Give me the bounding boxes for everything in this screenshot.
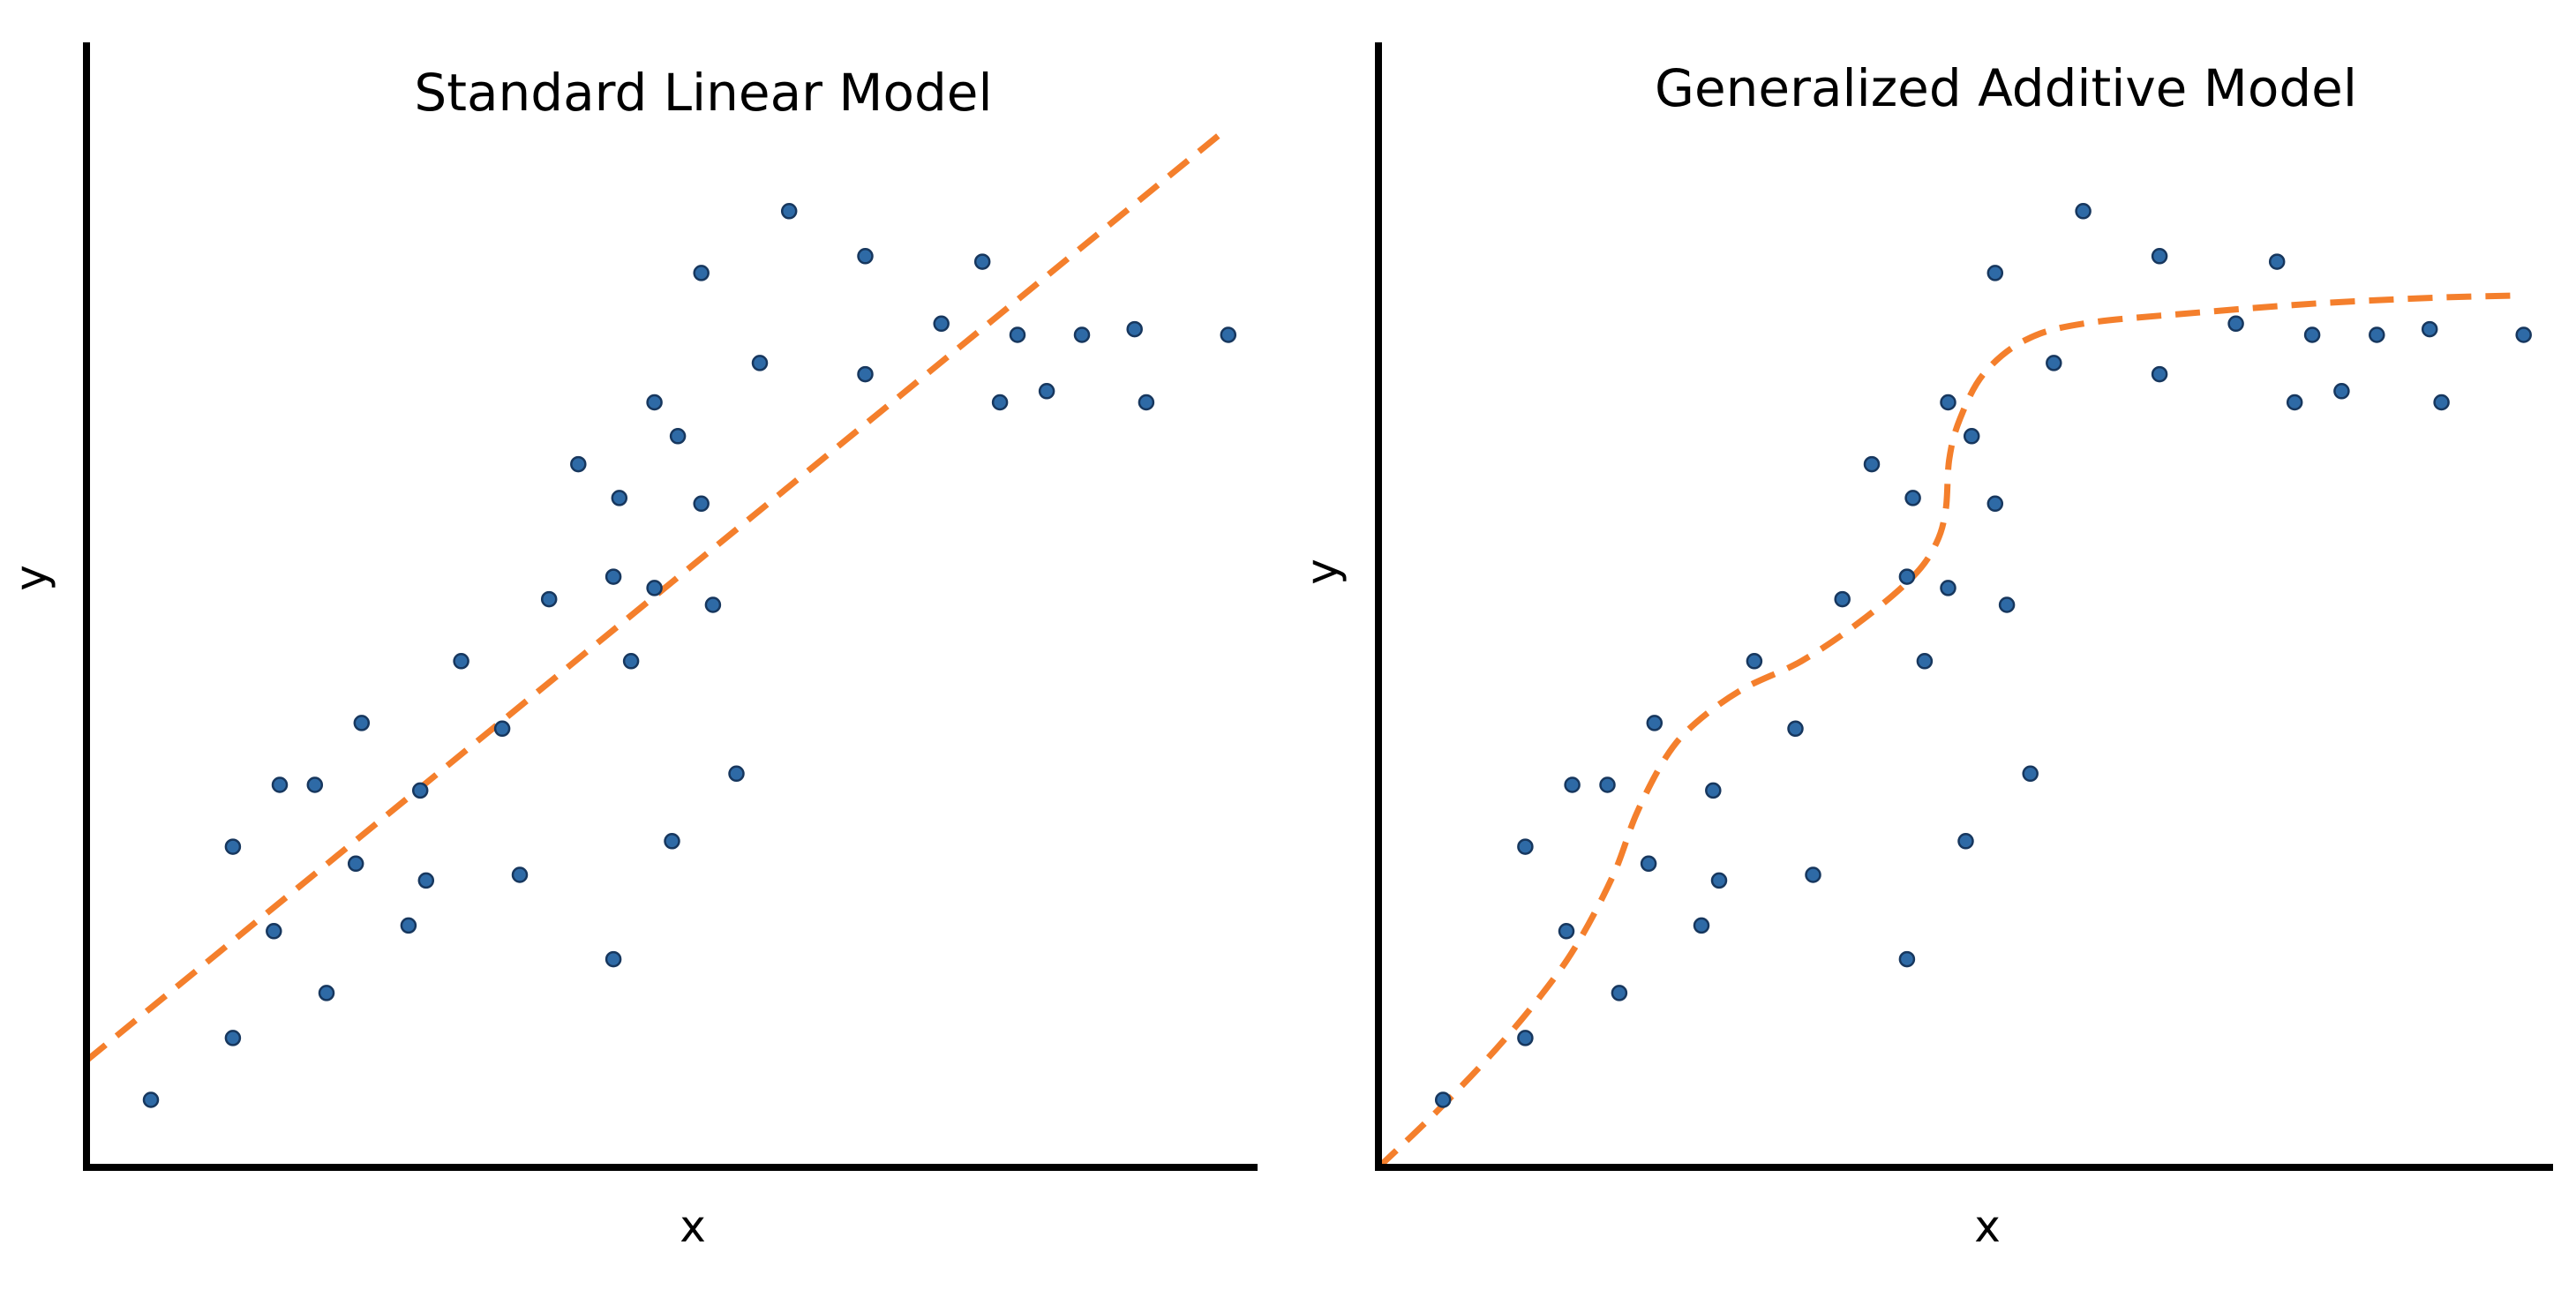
data-point bbox=[1834, 590, 1851, 608]
data-point bbox=[2515, 326, 2532, 343]
data-point bbox=[1073, 326, 1091, 343]
data-point bbox=[751, 355, 769, 371]
data-point bbox=[991, 394, 1009, 411]
chart-title: Standard Linear Model bbox=[414, 63, 992, 123]
data-point bbox=[728, 765, 745, 783]
data-point bbox=[780, 203, 798, 220]
data-point bbox=[605, 950, 622, 968]
data-point bbox=[1805, 866, 1821, 883]
data-point bbox=[2433, 394, 2450, 411]
data-point bbox=[2151, 248, 2168, 265]
data-point bbox=[1986, 495, 2004, 513]
data-point bbox=[511, 866, 529, 883]
data-point bbox=[2022, 765, 2039, 783]
y-axis-label: y bbox=[1296, 559, 1348, 585]
plot-area bbox=[1376, 203, 2532, 1170]
data-point bbox=[1957, 833, 1974, 850]
data-point bbox=[1998, 596, 2016, 613]
y-axis-label: y bbox=[5, 565, 56, 591]
data-point bbox=[1434, 1091, 1452, 1108]
data-point bbox=[1916, 653, 1934, 670]
data-point bbox=[2151, 365, 2168, 383]
data-point bbox=[693, 495, 710, 513]
data-point bbox=[693, 265, 710, 281]
data-point bbox=[224, 1030, 242, 1046]
data-point bbox=[493, 720, 511, 738]
data-point bbox=[605, 568, 622, 585]
data-point bbox=[1863, 455, 1881, 473]
data-point bbox=[1038, 383, 1055, 400]
data-point bbox=[224, 838, 242, 855]
panel-linear-model: Standard Linear Model x y bbox=[5, 42, 1258, 1252]
data-point bbox=[2075, 203, 2092, 220]
data-point bbox=[1963, 428, 1980, 445]
data-point bbox=[400, 917, 417, 934]
data-point bbox=[353, 715, 371, 731]
chart-title: Generalized Additive Model bbox=[1655, 58, 2357, 118]
data-point bbox=[417, 872, 435, 889]
data-point bbox=[2227, 315, 2244, 333]
linear-fit-line bbox=[84, 130, 1225, 1063]
data-point bbox=[1599, 776, 1616, 793]
data-point bbox=[1646, 715, 1664, 731]
data-point bbox=[1640, 855, 1657, 873]
data-point bbox=[2268, 253, 2286, 270]
data-point bbox=[1517, 1030, 1534, 1046]
data-point bbox=[1220, 326, 1237, 343]
data-point bbox=[540, 590, 558, 608]
data-point bbox=[857, 365, 874, 383]
data-point bbox=[1126, 320, 1143, 338]
data-point bbox=[411, 782, 429, 799]
data-point bbox=[664, 833, 680, 850]
data-point bbox=[1009, 326, 1026, 343]
data-point bbox=[1787, 720, 1804, 738]
data-point bbox=[1558, 923, 1575, 940]
data-point bbox=[646, 580, 663, 596]
data-point bbox=[2333, 383, 2350, 400]
data-point bbox=[1940, 580, 1956, 596]
data-point bbox=[318, 985, 335, 1001]
data-point bbox=[646, 394, 663, 411]
data-point bbox=[2286, 394, 2303, 411]
data-point bbox=[1898, 568, 1916, 585]
data-point bbox=[1138, 394, 1155, 411]
data-point bbox=[669, 428, 687, 445]
data-point bbox=[1693, 917, 1710, 934]
data-point bbox=[933, 315, 950, 333]
data-point bbox=[857, 248, 874, 265]
data-point bbox=[570, 455, 587, 473]
panel-additive-model: Generalized Additive Model x y bbox=[1296, 42, 2553, 1252]
data-point bbox=[1904, 490, 1921, 506]
data-point bbox=[306, 776, 324, 793]
data-point bbox=[622, 653, 640, 670]
data-point bbox=[1517, 838, 1534, 855]
data-point bbox=[1611, 985, 1628, 1001]
gam-fit-line bbox=[1376, 292, 2519, 1170]
data-point bbox=[453, 653, 469, 670]
data-point bbox=[1564, 776, 1581, 793]
data-point bbox=[611, 490, 628, 506]
x-axis-label: x bbox=[680, 1201, 706, 1252]
data-point bbox=[142, 1091, 160, 1108]
data-point bbox=[1705, 782, 1722, 799]
data-point bbox=[2046, 355, 2062, 371]
data-point bbox=[973, 253, 991, 270]
data-point bbox=[1986, 265, 2004, 281]
data-point bbox=[1710, 872, 1728, 889]
data-point bbox=[1940, 394, 1956, 411]
x-axis-label: x bbox=[1974, 1201, 2001, 1252]
data-point bbox=[347, 855, 364, 873]
data-point bbox=[2369, 326, 2385, 343]
data-point bbox=[704, 596, 722, 613]
data-point bbox=[2421, 320, 2438, 338]
data-point bbox=[271, 776, 289, 793]
data-point bbox=[2303, 326, 2321, 343]
data-point bbox=[1746, 653, 1763, 670]
plot-area bbox=[84, 130, 1237, 1108]
data-point bbox=[1898, 950, 1916, 968]
data-point bbox=[266, 923, 282, 940]
